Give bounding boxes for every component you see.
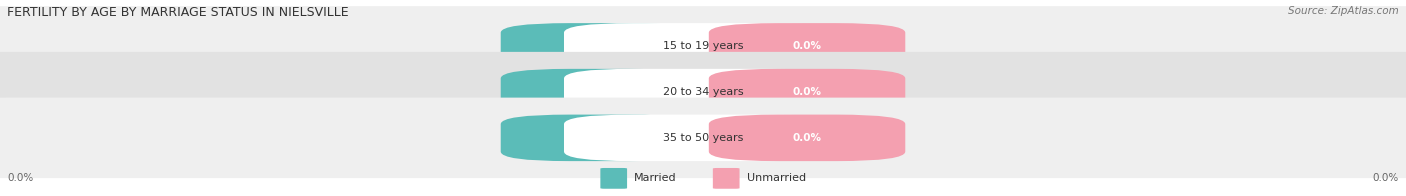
FancyBboxPatch shape — [600, 168, 627, 189]
Text: 15 to 19 years: 15 to 19 years — [662, 41, 744, 51]
FancyBboxPatch shape — [501, 69, 697, 115]
FancyBboxPatch shape — [564, 23, 842, 70]
FancyBboxPatch shape — [564, 69, 842, 115]
Text: 0.0%: 0.0% — [7, 173, 34, 183]
FancyBboxPatch shape — [709, 69, 905, 115]
Text: 35 to 50 years: 35 to 50 years — [662, 133, 744, 143]
Text: FERTILITY BY AGE BY MARRIAGE STATUS IN NIELSVILLE: FERTILITY BY AGE BY MARRIAGE STATUS IN N… — [7, 6, 349, 19]
Text: 0.0%: 0.0% — [1372, 173, 1399, 183]
Text: Married: Married — [634, 173, 676, 183]
Text: 0.0%: 0.0% — [793, 87, 821, 97]
Text: 0.0%: 0.0% — [585, 133, 613, 143]
FancyBboxPatch shape — [0, 98, 1406, 178]
FancyBboxPatch shape — [709, 23, 905, 70]
Text: 0.0%: 0.0% — [793, 41, 821, 51]
FancyBboxPatch shape — [501, 115, 697, 161]
FancyBboxPatch shape — [0, 6, 1406, 87]
Text: Unmarried: Unmarried — [747, 173, 806, 183]
FancyBboxPatch shape — [713, 168, 740, 189]
Text: 0.0%: 0.0% — [793, 133, 821, 143]
Text: 0.0%: 0.0% — [585, 41, 613, 51]
FancyBboxPatch shape — [564, 115, 842, 161]
Text: 0.0%: 0.0% — [585, 87, 613, 97]
Text: 20 to 34 years: 20 to 34 years — [662, 87, 744, 97]
FancyBboxPatch shape — [501, 23, 697, 70]
Text: Source: ZipAtlas.com: Source: ZipAtlas.com — [1288, 6, 1399, 16]
FancyBboxPatch shape — [0, 52, 1406, 132]
FancyBboxPatch shape — [709, 115, 905, 161]
